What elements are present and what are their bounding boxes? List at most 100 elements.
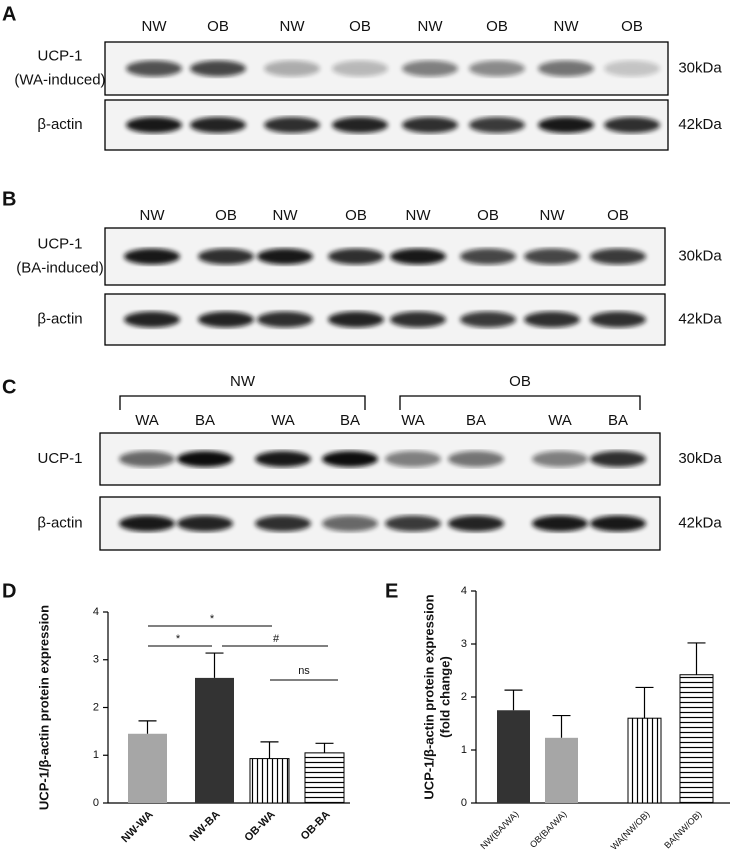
lane-label: BA [340,412,360,429]
bar [627,717,662,804]
x-tick-label: OB-WA [242,809,277,844]
lane-label: OB [349,18,371,35]
blot-band [328,248,384,265]
blot-band [460,248,516,265]
blot-band [538,60,594,77]
row-label: UCP-1 [37,450,82,467]
panel-letter: E [385,580,398,602]
y-tick-label: 0 [93,797,99,809]
lane-label: BA [195,412,215,429]
blot-band [590,311,646,328]
y-tick-label: 0 [461,797,467,809]
significance-label: * [210,613,215,625]
lane-label: BA [608,412,628,429]
blot-band [402,60,458,77]
group-label: OB [509,373,531,390]
y-tick-label: 2 [93,701,99,713]
row-label: UCP-1 [37,47,82,64]
lane-label: NW [142,18,168,35]
blot-band [385,451,441,467]
blot-band [124,311,180,328]
y-axis-label: UCP-1/β-actin protein expression [36,605,51,810]
lane-label: NW [273,207,299,224]
blot-band [604,60,660,77]
lane-label: NW [406,207,432,224]
blot-band [126,60,182,77]
x-tick-label: NW-WA [119,809,155,845]
lane-label: NW [140,207,166,224]
y-tick-label: 4 [461,585,467,597]
lane-label: OB [621,18,643,35]
blot-band [124,248,180,265]
size-label: 30kDa [678,247,722,264]
blot-band [448,515,504,532]
x-tick-label: OB-BA [299,809,333,843]
lane-label: NW [554,18,580,35]
y-tick-label: 1 [461,744,467,756]
y-tick-label: 2 [461,691,467,703]
group-bracket [399,395,641,410]
significance-label: ns [298,665,310,677]
error-bar [687,642,706,675]
blot-band [119,451,175,467]
blot-band [198,248,254,265]
size-label: 42kDa [678,514,722,531]
error-bar [504,689,523,711]
blot-band [322,515,378,532]
blot-band [190,117,246,133]
error-bar [138,720,157,734]
lane-label: WA [135,412,159,429]
lane-label: BA [466,412,486,429]
x-tick-label: BA(NW/OB) [662,809,703,850]
size-label: 30kDa [678,59,722,76]
blot-band [264,117,320,133]
significance-label: * [176,633,181,645]
lane-label: NW [540,207,566,224]
blot-band [390,248,446,265]
row-label: β-actin [37,116,82,133]
row-label: β-actin [37,310,82,327]
panel-letter: D [2,580,16,602]
panel-letter: A [2,3,16,25]
y-tick-label: 3 [93,654,99,666]
blot-band [469,117,525,133]
lane-label: WA [401,412,425,429]
blot-band [177,515,233,532]
size-label: 30kDa [678,450,722,467]
blot-band [590,515,646,532]
blot-band [604,117,660,133]
x-tick-label: WA(NW/OB) [609,809,652,852]
blot-band [332,117,388,133]
blot-band [460,311,516,328]
blot-band [264,60,320,77]
x-tick-label: NW(BA/WA) [478,809,520,851]
blot-band [524,311,580,328]
lane-label: OB [215,207,237,224]
blot-band [532,451,588,467]
error-bar [205,652,224,678]
lane-label: WA [271,412,295,429]
error-bar [315,742,334,753]
bar [304,752,345,804]
group-bracket [119,395,366,410]
lane-label: OB [345,207,367,224]
lane-label: OB [477,207,499,224]
y-tick-label: 1 [93,749,99,761]
bar [497,710,530,803]
lane-label: NW [280,18,306,35]
blot-band [177,451,233,467]
blot-membrane [104,293,666,346]
lane-label: NW [418,18,444,35]
blot-band [538,117,594,133]
size-label: 42kDa [678,116,722,133]
blot-band [198,311,254,328]
row-label: β-actin [37,514,82,531]
bar [679,674,714,804]
blot-band [322,451,378,467]
lane-label: OB [607,207,629,224]
blot-band [119,515,175,532]
bar [545,737,578,803]
blot-band [332,60,388,77]
blot-membrane [104,227,666,286]
